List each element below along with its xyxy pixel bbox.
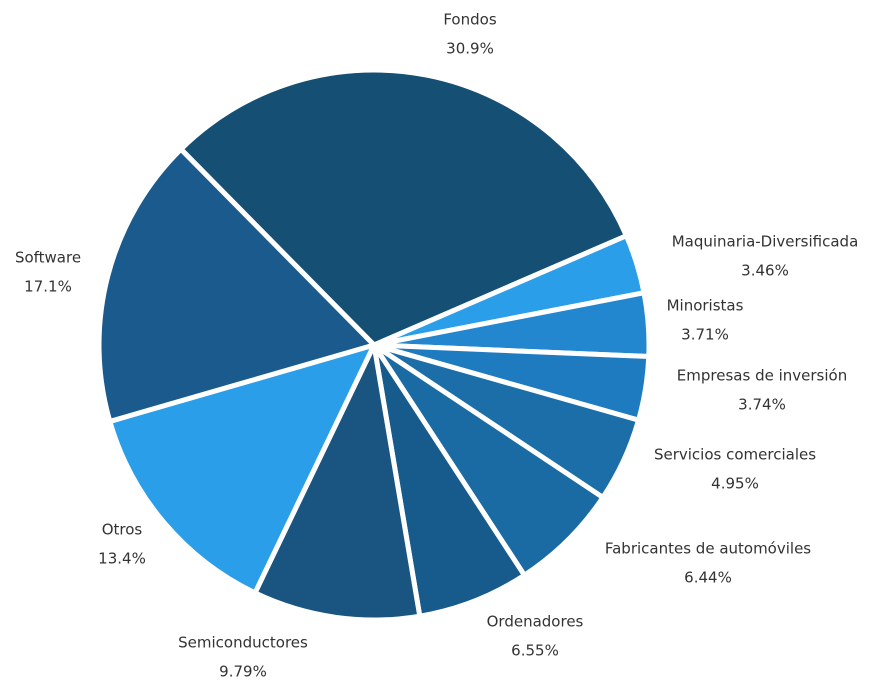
value-label: 3.74% <box>738 396 786 414</box>
value-label: 9.79% <box>219 663 267 681</box>
slice-label: Maquinaria-Diversificada <box>672 233 859 251</box>
value-label: 6.55% <box>511 642 559 660</box>
slice-label: Fabricantes de automóviles <box>605 540 811 558</box>
value-label: 13.4% <box>98 550 146 568</box>
pie-slice <box>107 342 377 596</box>
pie-slice <box>178 67 629 348</box>
slice-label: Ordenadores <box>487 613 584 631</box>
slice-label: Fondos <box>443 11 496 29</box>
pie-slice <box>96 146 377 424</box>
value-label: 30.9% <box>446 40 494 58</box>
value-label: 17.1% <box>24 278 72 296</box>
value-label: 4.95% <box>711 475 759 493</box>
value-label: 3.71% <box>681 326 729 344</box>
slice-label: Software <box>15 249 81 267</box>
pie-slice <box>252 342 423 623</box>
value-label: 3.46% <box>741 262 789 280</box>
slice-label: Minoristas <box>667 297 744 315</box>
slice-label: Empresas de inversión <box>677 367 847 385</box>
slice-label: Servicios comerciales <box>654 446 816 464</box>
value-label: 6.44% <box>684 569 732 587</box>
slice-label: Otros <box>102 521 143 539</box>
slice-label: Semiconductores <box>178 634 308 652</box>
